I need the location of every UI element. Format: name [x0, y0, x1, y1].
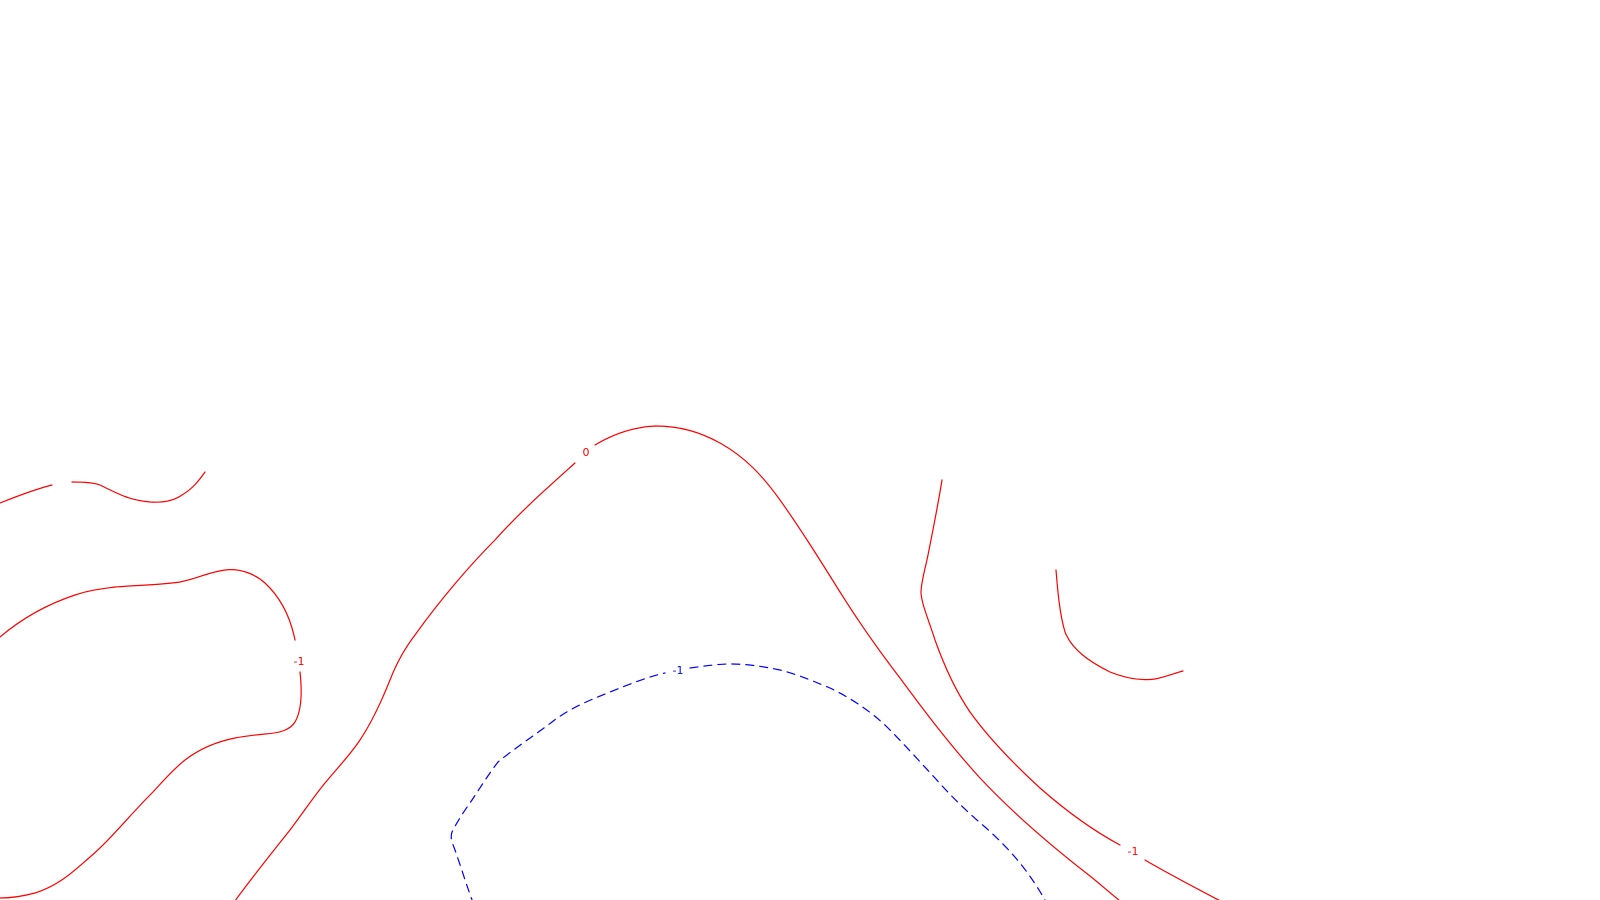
contour-label-left-red: -1 [294, 655, 305, 668]
contour-line-red-top-left [0, 471, 206, 504]
contour-line-red-zero [234, 425, 1120, 900]
contour-line-red-left [0, 569, 302, 899]
contour-line-red-right [920, 479, 1220, 900]
contour-line-red-far-right [1055, 569, 1184, 681]
contour-label-blue-dashed: -1 [673, 664, 684, 677]
contour-label-right-red: -1 [1128, 845, 1139, 858]
contour-label-zero: 0 [583, 446, 590, 459]
contour-line-blue-dashed [450, 663, 1046, 900]
